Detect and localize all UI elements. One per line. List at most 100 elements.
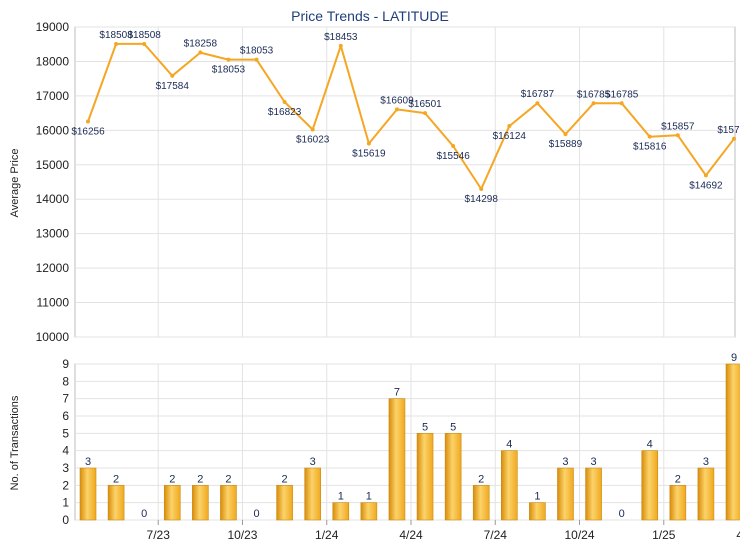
price-point xyxy=(198,50,203,55)
price-point xyxy=(226,57,231,62)
transaction-bar-label: 2 xyxy=(197,473,203,485)
transaction-bar xyxy=(220,485,237,521)
transaction-bar-label: 3 xyxy=(562,456,568,468)
transaction-bar-label: 2 xyxy=(169,473,175,485)
x-tick-label: 1/25 xyxy=(652,528,676,542)
x-tick-label: 7/23 xyxy=(147,528,171,542)
transaction-bar-label: 4 xyxy=(506,439,512,451)
transaction-bar-label: 3 xyxy=(591,456,597,468)
transactions-y-tick-label: 4 xyxy=(62,444,69,458)
transactions-y-tick-label: 6 xyxy=(62,409,69,423)
price-y-tick-label: 10000 xyxy=(36,330,70,344)
price-point-label: $14692 xyxy=(689,180,723,191)
transactions-y-ticks: 0 1 2 3 4 5 6 7 8 9 xyxy=(62,357,69,527)
price-point xyxy=(114,41,119,46)
x-tick-label: 10/23 xyxy=(227,528,257,542)
month-x-ticks: 7/23 10/23 1/24 4/24 7/24 10/24 1/25 4/25 xyxy=(147,520,740,542)
price-point-label: $15816 xyxy=(633,142,667,153)
transactions-y-tick-label: 8 xyxy=(62,374,69,388)
price-point-labels: $16256 $18508$18508 $17584 $18258 $18053 $180… xyxy=(71,30,740,205)
price-point xyxy=(86,119,90,124)
price-point-label: $16823 xyxy=(268,107,302,118)
price-point xyxy=(535,101,540,106)
price-y-tick-label: 15000 xyxy=(36,158,70,172)
price-point-label: $16124 xyxy=(493,131,527,142)
price-point-label: $16501 xyxy=(408,99,442,110)
price-grid xyxy=(74,26,736,338)
transaction-bars xyxy=(79,363,740,521)
transaction-bar xyxy=(472,485,490,521)
transaction-bar xyxy=(192,485,209,521)
transaction-bar xyxy=(304,467,321,521)
x-tick-label: 4/24 xyxy=(399,528,423,542)
price-y-tick-label: 14000 xyxy=(36,192,70,206)
transaction-bar xyxy=(641,450,659,521)
transaction-bar xyxy=(557,467,574,521)
transaction-bar xyxy=(276,485,293,521)
transaction-bar xyxy=(669,485,687,521)
transaction-bar xyxy=(725,363,740,521)
transaction-bar-label: 2 xyxy=(225,473,231,485)
price-point xyxy=(394,107,399,112)
transactions-axis-title: No. of Transactions xyxy=(9,395,21,490)
price-y-tick-label: 16000 xyxy=(36,123,70,137)
price-point xyxy=(507,124,512,129)
transaction-bar-labels: 3 2 0 2 2 2 0 2 3 1 1 7 5 5 2 4 1 3 3 0 4 2 3 9 xyxy=(85,352,737,520)
transaction-bar xyxy=(79,467,97,521)
transaction-bar xyxy=(585,467,602,521)
transactions-y-tick-label: 2 xyxy=(62,478,69,492)
transaction-bar xyxy=(388,398,406,521)
price-point-label: $15889 xyxy=(549,139,583,150)
price-point-label: $18508 xyxy=(99,30,133,41)
transaction-bar-label: 1 xyxy=(366,491,372,503)
price-y-tick-label: 18000 xyxy=(36,54,70,68)
price-y-tick-label: 13000 xyxy=(36,227,70,241)
transaction-bar xyxy=(444,433,462,521)
price-point xyxy=(142,41,147,46)
price-point xyxy=(338,43,343,48)
transactions-y-tick-label: 0 xyxy=(62,513,69,527)
price-point-label: $14298 xyxy=(465,194,499,205)
price-point xyxy=(675,133,680,138)
transaction-bar xyxy=(107,485,125,521)
price-line xyxy=(87,42,735,190)
price-point xyxy=(647,134,652,139)
price-point-label: $15619 xyxy=(352,148,386,159)
price-point xyxy=(423,111,428,116)
price-point-label: $16785 xyxy=(577,89,611,100)
transaction-bar-label: 7 xyxy=(394,387,400,399)
transaction-bar-label: 2 xyxy=(282,473,288,485)
transaction-bar-label: 0 xyxy=(253,508,259,520)
price-point-label: $15754 xyxy=(717,125,740,136)
transactions-y-tick-label: 3 xyxy=(62,461,69,475)
transaction-bar xyxy=(163,485,181,521)
price-point xyxy=(366,141,371,146)
price-plot-frame xyxy=(74,26,736,338)
transactions-y-tick-label: 5 xyxy=(62,426,69,440)
transaction-bar-label: 1 xyxy=(338,491,344,503)
price-point-label: $15857 xyxy=(661,121,695,132)
transaction-bar-label: 3 xyxy=(703,456,709,468)
price-point xyxy=(591,101,596,106)
price-point-label: $18453 xyxy=(324,32,358,43)
price-points xyxy=(86,41,736,191)
transaction-bar-label: 3 xyxy=(310,456,316,468)
transaction-bar xyxy=(529,502,546,521)
price-point-label: $15546 xyxy=(436,151,470,162)
price-point-label: $18053 xyxy=(212,65,246,76)
transaction-bar-label: 3 xyxy=(85,456,91,468)
transaction-bar xyxy=(332,502,350,521)
price-y-tick-label: 17000 xyxy=(36,89,70,103)
transaction-bar-label: 0 xyxy=(619,508,625,520)
price-point-label: $17584 xyxy=(156,81,190,92)
x-tick-label: 1/24 xyxy=(315,528,339,542)
price-point xyxy=(282,99,287,104)
transaction-bar-label: 9 xyxy=(731,352,737,364)
price-y-ticks: 10000 11000 12000 13000 14000 15000 16000 17000… xyxy=(36,20,70,344)
price-series-line xyxy=(87,42,735,190)
price-point-label: $16023 xyxy=(296,135,330,146)
price-point xyxy=(563,132,568,137)
price-point-label: $18508 xyxy=(127,30,161,41)
price-point-label: $16256 xyxy=(71,127,105,138)
